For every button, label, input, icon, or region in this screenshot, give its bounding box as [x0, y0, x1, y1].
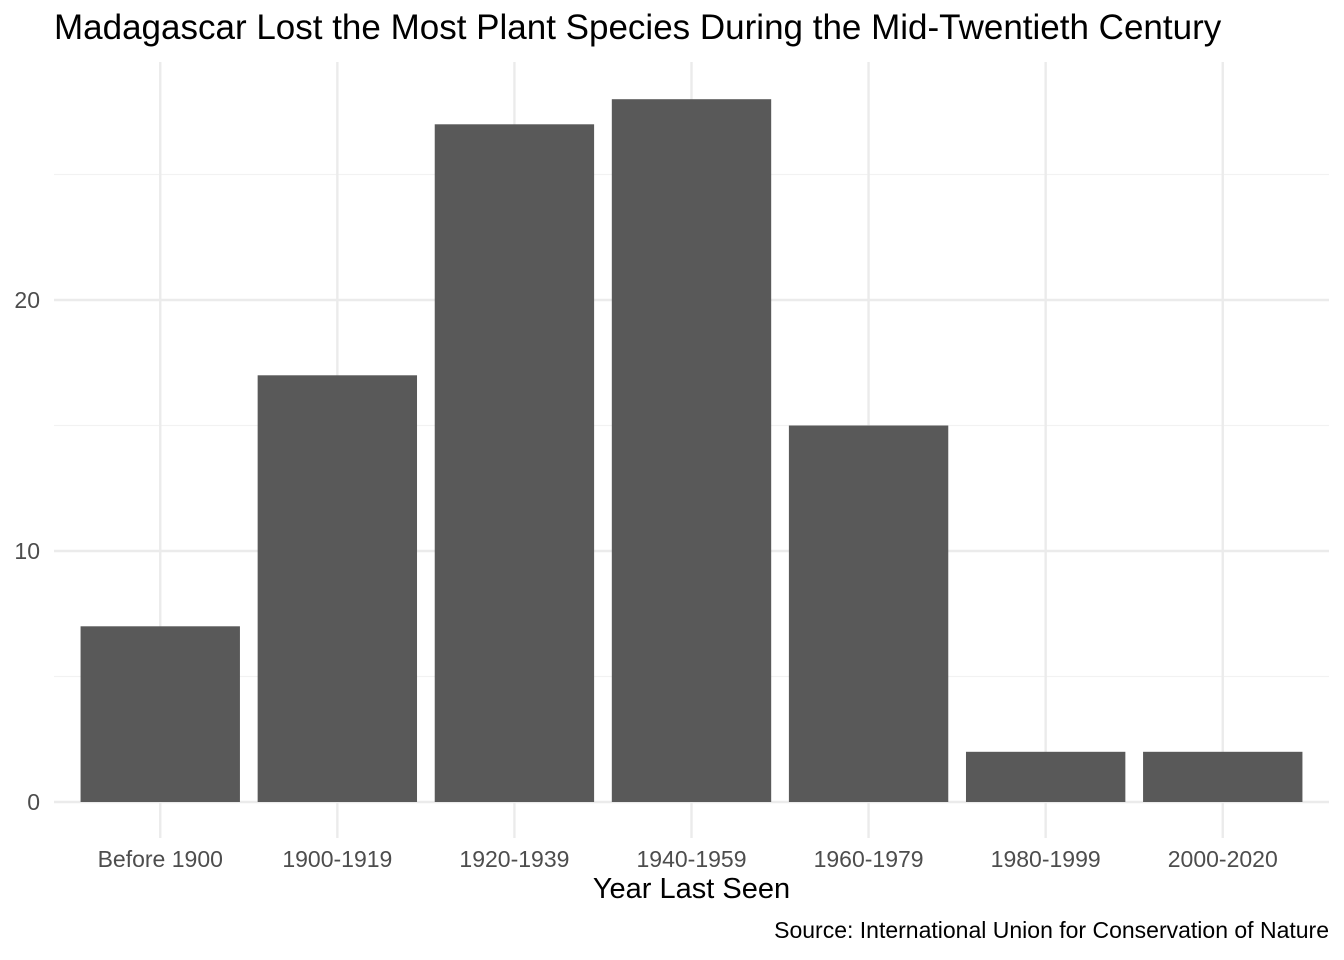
x-tick-label: 2000-2020 [1168, 846, 1278, 872]
bar-2 [257, 375, 418, 802]
x-tick-label: 1920-1939 [459, 846, 569, 872]
x-tick-label: 1960-1979 [814, 846, 924, 872]
x-tick-label: 1940-1959 [637, 846, 747, 872]
bar-6 [965, 751, 1126, 802]
source-caption: Source: International Union for Conserva… [774, 917, 1329, 943]
y-tick-label: 10 [14, 538, 40, 564]
chart-title: Madagascar Lost the Most Plant Species D… [54, 8, 1222, 47]
y-tick-label: 20 [14, 287, 40, 313]
y-tick-label: 0 [27, 789, 40, 815]
x-axis-title: Year Last Seen [592, 873, 791, 905]
bar-1 [80, 626, 240, 802]
bar-4 [611, 99, 772, 802]
x-tick-label: 1980-1999 [991, 846, 1101, 872]
x-tick-label: Before 1900 [98, 846, 223, 872]
bar-3 [434, 124, 595, 803]
bar-5 [788, 425, 949, 802]
bar-7 [1143, 751, 1303, 802]
x-tick-label: 1900-1919 [282, 846, 392, 872]
